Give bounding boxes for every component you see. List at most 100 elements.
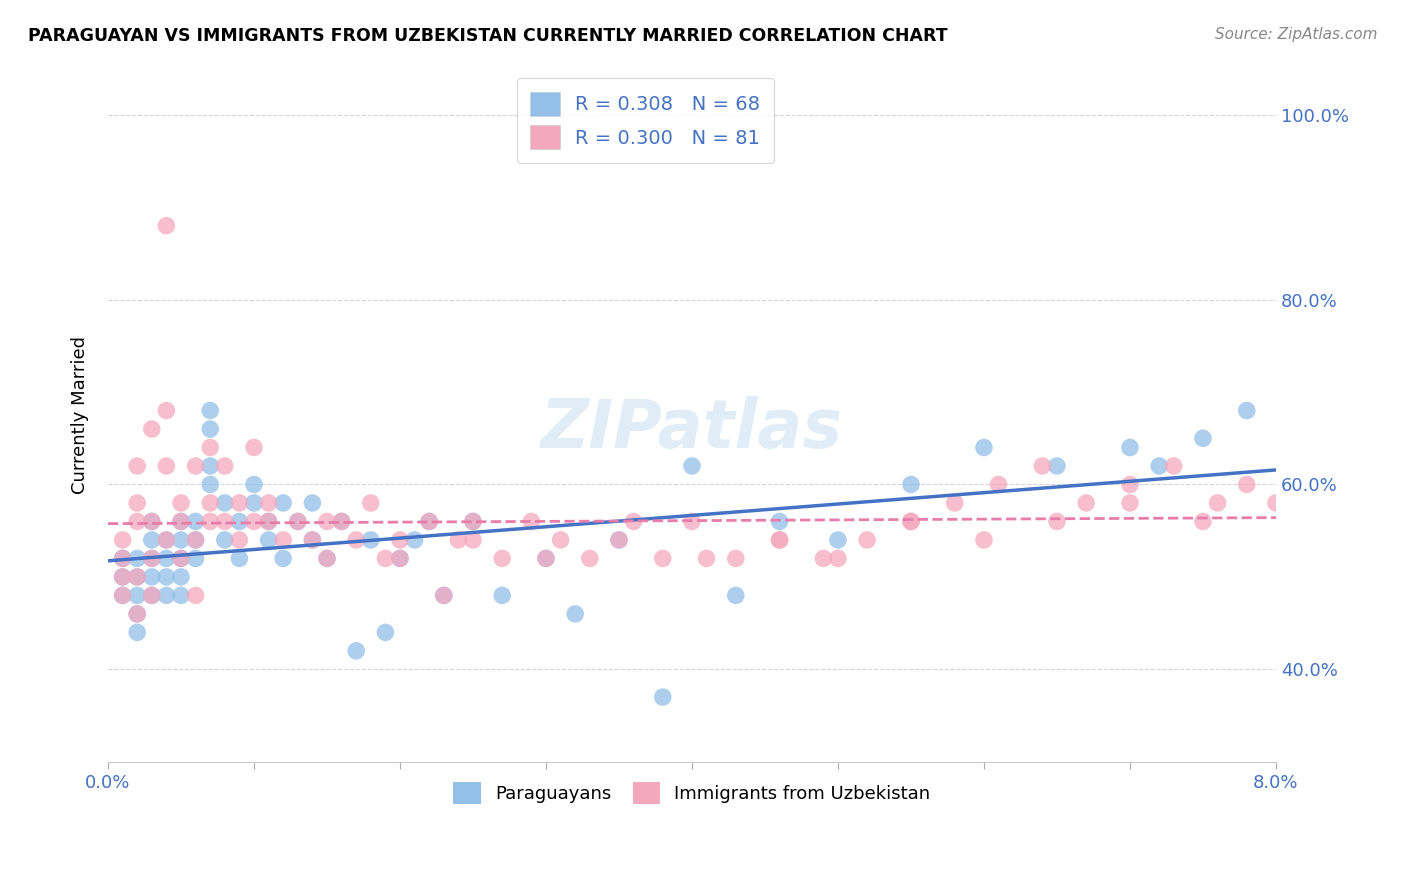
Point [316, 551, 339, 566]
Point [141, 422, 163, 436]
Point [228, 551, 250, 566]
Point [813, 551, 835, 566]
Point [243, 441, 266, 455]
Point [198, 496, 221, 510]
Point [301, 496, 323, 510]
Point [1147, 458, 1170, 473]
Point [243, 477, 266, 491]
Point [651, 551, 673, 566]
Point [155, 458, 177, 473]
Text: PARAGUAYAN VS IMMIGRANTS FROM UZBEKISTAN CURRENTLY MARRIED CORRELATION CHART: PARAGUAYAN VS IMMIGRANTS FROM UZBEKISTAN… [28, 27, 948, 45]
Point [1076, 496, 1098, 510]
Point [170, 533, 193, 547]
Point [433, 588, 456, 602]
Point [973, 441, 995, 455]
Point [257, 533, 280, 547]
Point [943, 496, 966, 510]
Point [111, 570, 134, 584]
Point [257, 515, 280, 529]
Point [578, 551, 600, 566]
Point [111, 588, 134, 602]
Point [768, 515, 790, 529]
Point [184, 515, 207, 529]
Point [184, 588, 207, 602]
Point [344, 644, 367, 658]
Point [418, 515, 440, 529]
Point [404, 533, 426, 547]
Point [127, 570, 149, 584]
Point [243, 496, 266, 510]
Point [1163, 458, 1185, 473]
Point [228, 515, 250, 529]
Point [1046, 458, 1069, 473]
Point [433, 588, 456, 602]
Point [461, 515, 484, 529]
Point [461, 515, 484, 529]
Point [287, 515, 309, 529]
Point [491, 588, 513, 602]
Point [973, 533, 995, 547]
Point [111, 588, 134, 602]
Point [257, 515, 280, 529]
Point [155, 588, 177, 602]
Point [141, 588, 163, 602]
Point [141, 515, 163, 529]
Point [214, 458, 236, 473]
Point [184, 551, 207, 566]
Point [900, 477, 922, 491]
Point [316, 515, 339, 529]
Point [461, 533, 484, 547]
Point [360, 496, 382, 510]
Point [141, 551, 163, 566]
Point [388, 533, 411, 547]
Point [141, 533, 163, 547]
Point [111, 533, 134, 547]
Point [418, 515, 440, 529]
Y-axis label: Currently Married: Currently Married [72, 336, 89, 494]
Point [127, 625, 149, 640]
Point [301, 533, 323, 547]
Point [1031, 458, 1053, 473]
Point [111, 570, 134, 584]
Point [900, 515, 922, 529]
Point [184, 533, 207, 547]
Point [228, 496, 250, 510]
Point [316, 551, 339, 566]
Point [184, 533, 207, 547]
Point [1119, 496, 1142, 510]
Point [271, 533, 294, 547]
Point [491, 551, 513, 566]
Point [534, 551, 557, 566]
Point [447, 533, 470, 547]
Point [141, 588, 163, 602]
Point [170, 551, 193, 566]
Point [155, 219, 177, 233]
Text: ZIPatlas: ZIPatlas [541, 396, 844, 462]
Point [550, 533, 572, 547]
Point [127, 515, 149, 529]
Point [1206, 496, 1229, 510]
Point [827, 551, 849, 566]
Point [360, 533, 382, 547]
Point [257, 496, 280, 510]
Point [170, 570, 193, 584]
Point [170, 551, 193, 566]
Point [564, 607, 586, 621]
Point [184, 458, 207, 473]
Point [696, 551, 718, 566]
Point [607, 533, 630, 547]
Point [127, 458, 149, 473]
Point [607, 533, 630, 547]
Point [214, 496, 236, 510]
Point [344, 533, 367, 547]
Point [827, 533, 849, 547]
Point [198, 458, 221, 473]
Point [198, 515, 221, 529]
Point [330, 515, 353, 529]
Point [534, 551, 557, 566]
Point [214, 515, 236, 529]
Point [198, 477, 221, 491]
Point [141, 515, 163, 529]
Text: Source: ZipAtlas.com: Source: ZipAtlas.com [1215, 27, 1378, 42]
Point [198, 422, 221, 436]
